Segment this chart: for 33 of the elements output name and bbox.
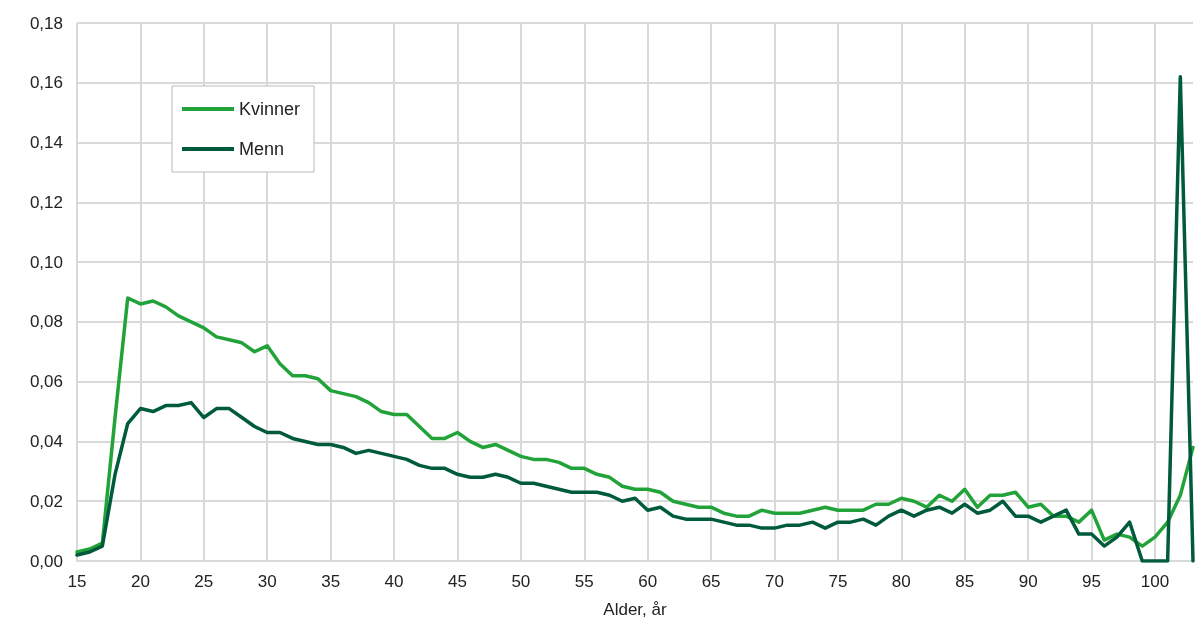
x-tick-label: 50 xyxy=(511,572,531,591)
line-series xyxy=(75,296,1195,554)
x-tick-label: 80 xyxy=(891,572,911,591)
x-tick-label: 95 xyxy=(1082,572,1102,591)
y-tick-label: 0,02 xyxy=(29,491,63,511)
x-tick-label: 60 xyxy=(638,572,658,591)
y-tick-label: 0,00 xyxy=(29,551,63,571)
x-tick-label: 100 xyxy=(1140,572,1170,591)
y-tick-label: 0,16 xyxy=(29,73,63,93)
x-tick-label: 35 xyxy=(321,572,341,591)
y-tick-label: 0,14 xyxy=(29,133,63,153)
x-tick-label: 65 xyxy=(701,572,721,591)
x-tick-label: 90 xyxy=(1018,572,1038,591)
legend-label: Menn xyxy=(239,139,285,159)
y-tick-label: 0,18 xyxy=(29,13,63,33)
y-tick-label: 0,06 xyxy=(29,372,63,392)
x-tick-label: 75 xyxy=(828,572,848,591)
x-tick-label: 70 xyxy=(765,572,784,591)
y-tick-label: 0,10 xyxy=(29,252,63,272)
y-tick-label: 0,08 xyxy=(29,312,63,332)
x-tick-label: 20 xyxy=(130,572,150,591)
x-tick-label: 55 xyxy=(574,572,594,591)
x-tick-label: 40 xyxy=(384,572,404,591)
x-axis-title: Alder, år xyxy=(603,600,667,619)
y-tick-label: 0,04 xyxy=(29,431,63,451)
x-tick-label: 25 xyxy=(194,572,214,591)
y-tick-label: 0,12 xyxy=(29,192,63,212)
x-tick-label: 45 xyxy=(447,572,467,591)
x-tick-label: 85 xyxy=(955,572,975,591)
x-tick-label: 30 xyxy=(257,572,277,591)
line-series xyxy=(75,75,1195,563)
legend-label: Kvinner xyxy=(239,99,301,119)
x-tick-label: 15 xyxy=(67,572,87,591)
